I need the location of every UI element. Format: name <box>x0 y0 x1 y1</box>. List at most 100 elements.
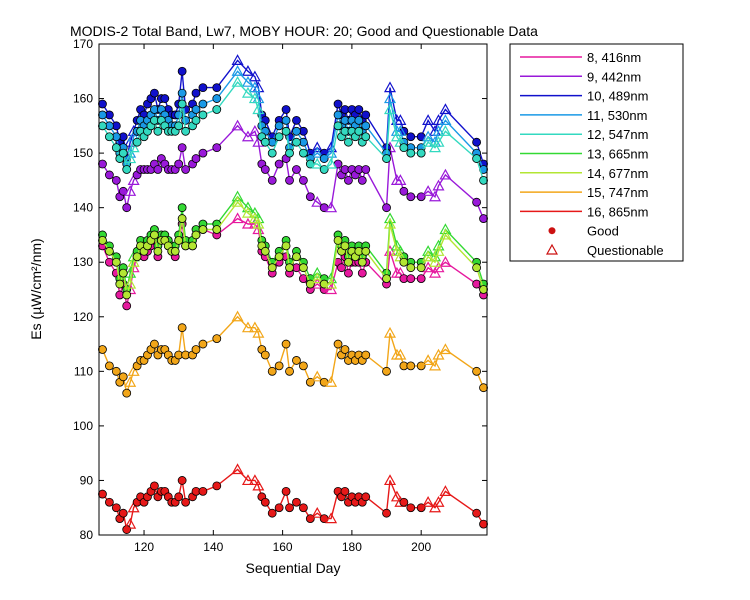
legend-entry: 14, 677nm <box>587 166 648 181</box>
questionable-point <box>241 217 254 229</box>
chart-title: MODIS-2 Total Band, Lw7, MOBY HOUR: 20; … <box>70 23 538 39</box>
good-point <box>122 290 132 300</box>
good-point <box>298 361 308 371</box>
x-tick-label: 180 <box>342 540 362 554</box>
good-point <box>298 175 308 185</box>
good-point <box>98 235 107 245</box>
good-point <box>150 481 159 491</box>
good-point <box>160 94 170 103</box>
good-point <box>281 241 291 251</box>
good-point <box>285 503 294 513</box>
questionable-point <box>127 365 140 376</box>
good-point <box>479 214 488 223</box>
legend-entry: 10, 489nm <box>587 89 648 104</box>
good-point <box>344 137 353 147</box>
series <box>98 119 488 223</box>
questionable-point <box>429 266 442 278</box>
good-point <box>406 132 416 142</box>
good-point <box>406 148 416 158</box>
good-point <box>188 241 197 251</box>
questionable-point <box>432 496 445 507</box>
questionable-point <box>127 501 140 513</box>
questionable-point <box>432 125 445 136</box>
good-point <box>153 246 163 256</box>
good-point <box>292 356 301 365</box>
good-point <box>406 503 416 513</box>
questionable-point <box>325 376 338 387</box>
good-point <box>274 252 284 262</box>
x-tick-label: 200 <box>411 540 431 554</box>
good-point <box>281 115 291 125</box>
questionable-point <box>241 86 254 98</box>
good-point <box>191 345 201 354</box>
legend-entry: 16, 865nm <box>587 204 648 219</box>
good-point <box>361 132 371 142</box>
questionable-point <box>248 321 261 333</box>
good-point <box>177 214 187 223</box>
good-point <box>104 361 114 371</box>
good-point <box>357 268 367 278</box>
questionable-point <box>422 130 435 142</box>
questionable-point <box>390 490 403 502</box>
questionable-point <box>252 326 265 338</box>
questionable-point <box>439 103 452 115</box>
good-point <box>191 115 201 125</box>
good-point <box>132 252 142 262</box>
questionable-point <box>311 272 324 284</box>
questionable-point <box>383 217 397 229</box>
good-point <box>212 83 222 93</box>
good-point <box>150 88 159 98</box>
good-point <box>479 519 488 529</box>
good-point <box>118 268 128 278</box>
good-point <box>416 274 426 283</box>
good-point <box>181 115 191 125</box>
good-point <box>274 361 284 371</box>
good-point <box>354 115 364 125</box>
good-point <box>198 225 208 234</box>
legend-entry: 11, 530nm <box>587 108 647 123</box>
good-point <box>153 126 163 136</box>
y-tick-label: 120 <box>73 310 93 324</box>
questionable-point <box>422 354 435 366</box>
good-point <box>416 263 426 273</box>
questionable-point <box>241 75 254 87</box>
good-point <box>212 105 222 114</box>
questionable-point <box>252 217 265 229</box>
plot-series <box>98 54 488 534</box>
questionable-point <box>231 119 244 131</box>
y-tick-label: 100 <box>73 419 93 433</box>
good-point <box>285 263 294 273</box>
good-point <box>191 88 201 98</box>
plot-frame <box>98 43 488 536</box>
questionable-point <box>231 75 244 87</box>
questionable-point <box>439 343 452 355</box>
questionable-point <box>390 130 403 142</box>
legend: 8, 416nm 9, 442nm 10, 489nm 11, 530nm 12, 54… <box>509 43 684 262</box>
questionable-point <box>429 141 442 153</box>
good-point <box>361 350 371 360</box>
good-point <box>274 121 284 131</box>
x-tick-label: 160 <box>273 540 293 554</box>
good-point <box>122 388 132 398</box>
good-point <box>212 334 222 344</box>
good-point <box>122 525 132 534</box>
legend-entry: 13, 665nm <box>587 147 648 162</box>
questionable-point <box>422 250 435 262</box>
good-point <box>416 148 426 158</box>
good-point <box>354 105 364 114</box>
good-point <box>340 486 350 496</box>
questionable-point <box>432 261 445 273</box>
good-point <box>181 497 191 507</box>
good-point <box>344 257 353 267</box>
series <box>98 75 488 185</box>
good-point <box>472 508 482 518</box>
questionable-point <box>325 283 338 295</box>
good-point <box>122 301 132 311</box>
good-point <box>212 225 222 234</box>
questionable-point <box>325 277 338 289</box>
good-point <box>399 257 409 267</box>
good-point <box>111 175 121 185</box>
questionable-point <box>439 255 452 267</box>
good-point <box>472 137 482 147</box>
